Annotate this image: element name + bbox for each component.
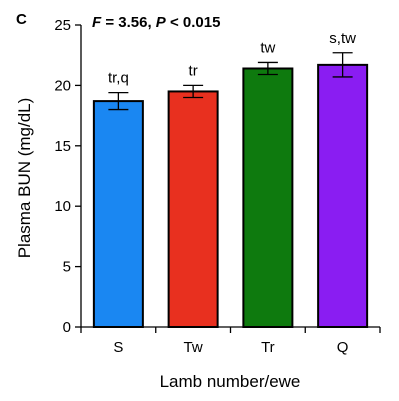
p-value-text: < 0.015 [166,14,221,31]
significance-label-tr: tw [260,39,275,56]
x-tick-label-tr: Tr [261,339,275,356]
plot-area: 0 5 10 15 20 25 tr,q Str Tw tw Tr s,tw Q [54,17,381,356]
significance-label-s: tr,q [108,70,129,87]
significance-label-tw: tr [189,62,198,79]
y-tick-label: 25 [54,17,71,34]
x-tick-label-s: S [113,339,123,356]
y-tick-label: 10 [54,198,71,215]
f-statistic-value: = 3.56, [101,14,156,31]
panel-label: C [16,11,27,28]
y-tick-label: 15 [54,138,71,155]
y-tick-label: 0 [63,319,71,336]
y-tick-label: 20 [54,77,71,94]
p-value-symbol: P [156,14,167,31]
f-statistic-symbol: F [92,14,102,31]
y-axis-title: Plasma BUN (mg/dL) [15,98,34,259]
bar-q [317,63,369,328]
significance-label-q: s,tw [329,30,356,47]
statistics-annotation: F = 3.56, P < 0.015 [92,14,220,31]
y-tick-label: 5 [63,259,71,276]
bar-tw [167,90,219,328]
x-tick-label-q: Q [337,339,349,356]
bar-tr [242,67,294,328]
x-axis-title: Lamb number/ewe [160,372,301,391]
x-tick-label-tw: Tw [184,339,203,356]
bar-s [92,100,144,328]
